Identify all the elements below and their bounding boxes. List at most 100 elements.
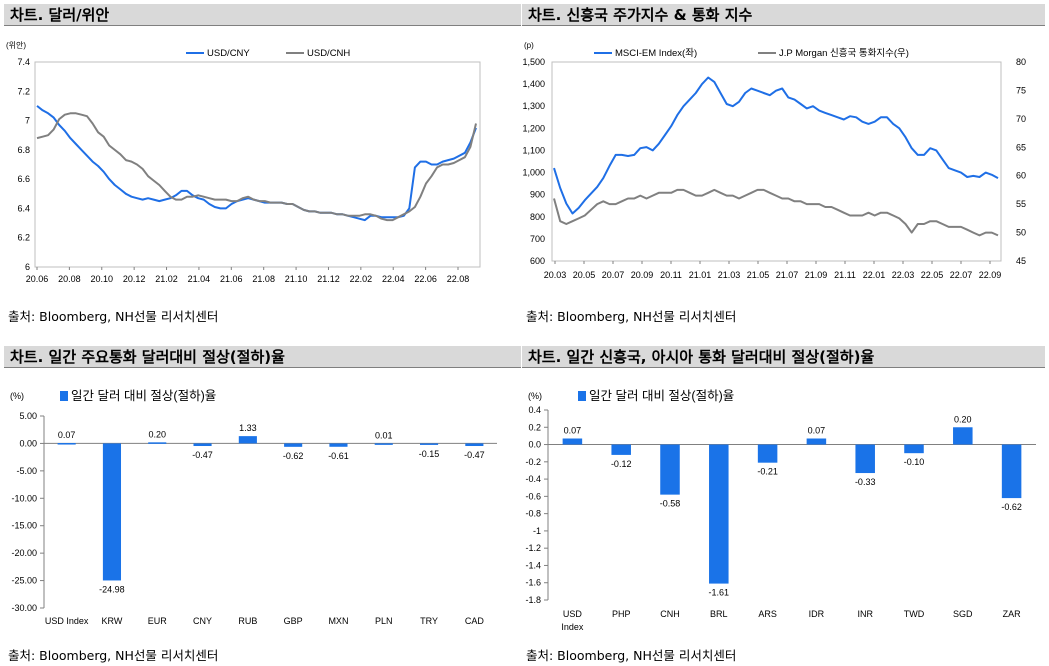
x-tick-label: 21.07 xyxy=(776,270,799,280)
y-axis-unit: (%) xyxy=(528,391,542,401)
data-label: -0.61 xyxy=(328,451,349,461)
bar-zar xyxy=(1001,444,1022,499)
data-label: -0.62 xyxy=(283,451,304,461)
bar-pln xyxy=(374,443,393,445)
x-tick-label: MXN xyxy=(328,616,348,626)
x-tick-label: CNY xyxy=(193,616,212,626)
y-tick-label-right: 70 xyxy=(1016,114,1026,124)
bar-php xyxy=(611,444,631,455)
x-tick-label: CAD xyxy=(465,616,485,626)
x-tick-label: CNH xyxy=(660,609,680,619)
panel-title: 차트. 일간 신흥국, 아시아 통화 달러대비 절상(절하)율 xyxy=(522,346,1045,368)
y-tick-label: -25.00 xyxy=(11,576,37,586)
y-tick-label: -0.8 xyxy=(525,509,541,519)
data-label: -0.62 xyxy=(1001,502,1022,512)
x-tick-label: USD Index xyxy=(45,616,89,626)
data-label: -0.15 xyxy=(419,449,440,459)
y-tick-label: -0.4 xyxy=(525,474,541,484)
y-tick-label: -1.8 xyxy=(525,595,541,605)
x-tick-label: EUR xyxy=(148,616,168,626)
y-tick-label-left: 1,300 xyxy=(522,101,545,111)
data-label: -0.58 xyxy=(660,499,681,509)
y-tick-label-left: 1,100 xyxy=(522,145,545,155)
chart-em-index: (p) 600 700 800 900 1,000 1,100 1,200 1,300 1,400… xyxy=(522,41,1026,280)
x-tick-label: ZAR xyxy=(1003,609,1022,619)
x-tick-label: 22.03 xyxy=(892,270,915,280)
data-label: 0.07 xyxy=(808,426,826,436)
x-tick-label: SGD xyxy=(953,609,973,619)
y-tick-label-right: 60 xyxy=(1016,171,1026,181)
legend-swatch xyxy=(578,391,586,401)
y-tick-label: 7 xyxy=(25,116,30,126)
x-tick-label: 21.02 xyxy=(155,274,178,284)
x-tick-label: PLN xyxy=(375,616,393,626)
y-tick-label: -10.00 xyxy=(11,493,37,503)
source-note: 출처: Bloomberg, NH선물 리서치센터 xyxy=(8,648,219,663)
panel-major-fx: 차트. 일간 주요통화 달러대비 절상(절하)율 (%) 일간 달러 대비 절상(… xyxy=(4,346,521,664)
data-label: -0.47 xyxy=(192,450,213,460)
bar-krw xyxy=(102,443,122,581)
bar-sgd xyxy=(953,427,973,445)
bar-ars xyxy=(757,444,778,463)
x-tick-label: 22.08 xyxy=(447,274,470,284)
bar-idr xyxy=(806,438,827,445)
x-tick-label: GBP xyxy=(284,616,303,626)
legend-label: 일간 달러 대비 절상(절하)율 xyxy=(589,389,734,403)
panel-asia-fx: 차트. 일간 신흥국, 아시아 통화 달러대비 절상(절하)율 (%) 일간 달러… xyxy=(522,346,1045,664)
bar-cad xyxy=(465,443,484,447)
data-label: 0.07 xyxy=(564,426,582,436)
y-tick-label: -0.2 xyxy=(525,457,541,467)
bar-mxn xyxy=(329,443,348,447)
y-tick-label: 0.0 xyxy=(528,440,541,450)
x-tick-label: 21.01 xyxy=(689,270,712,280)
x-tick-label: 20.03 xyxy=(544,270,567,280)
y-tick-label-right: 55 xyxy=(1016,199,1026,209)
series-line-jpm-em-currency-index xyxy=(553,188,999,237)
panel-em-index: 차트. 신흥국 주가지수 & 통화 지수 (p) 600 700 800 900 1,00… xyxy=(522,4,1045,329)
legend-label: USD/CNH xyxy=(307,48,350,59)
y-axis-unit: (p) xyxy=(524,41,534,50)
x-tick-label: 20.11 xyxy=(660,270,682,280)
bar-inr xyxy=(855,444,875,474)
source-note: 출처: Bloomberg, NH선물 리서치센터 xyxy=(8,309,219,324)
x-tick-label: 20.08 xyxy=(58,274,81,284)
legend-label: J.P Morgan 신흥국 통화지수(우) xyxy=(779,47,909,59)
x-tick-label: 21.10 xyxy=(285,274,308,284)
x-tick-label: 22.06 xyxy=(414,274,437,284)
bar-cny xyxy=(193,443,212,447)
bar-usd-index xyxy=(57,443,76,445)
panel-usd-cny: 차트. 달러/위안 (위안) 6 6.2 6.4 6.6 6.8 7 7.2 7.4 20.06 2… xyxy=(4,4,521,329)
y-tick-label-right: 80 xyxy=(1016,57,1026,67)
x-tick-label: 20.06 xyxy=(26,274,49,284)
x-tick-label: 22.02 xyxy=(350,274,373,284)
x-tick-label: 22.09 xyxy=(979,270,1002,280)
y-tick-label: -1 xyxy=(533,526,541,536)
data-label: 0.01 xyxy=(375,430,393,440)
panel-title: 차트. 신흥국 주가지수 & 통화 지수 xyxy=(522,4,1045,26)
y-tick-label: 0.4 xyxy=(528,405,541,415)
data-label: -1.61 xyxy=(709,588,730,598)
x-tick-label: 20.12 xyxy=(123,274,146,284)
chart-usd-cny: (위안) 6 6.2 6.4 6.6 6.8 7 7.2 7.4 20.06 20.08 20.10 2… xyxy=(6,40,481,284)
y-tick-label-left: 1,000 xyxy=(522,168,545,178)
x-tick-label: ARS xyxy=(758,609,777,619)
y-tick-label-left: 900 xyxy=(530,190,545,200)
x-tick-label: 21.06 xyxy=(220,274,243,284)
source-note: 출처: Bloomberg, NH선물 리서치센터 xyxy=(526,648,737,663)
series-line-usd-cnh xyxy=(36,112,477,222)
panel-title: 차트. 달러/위안 xyxy=(4,4,521,26)
y-tick-label: 0.00 xyxy=(19,438,37,448)
legend-label: USD/CNY xyxy=(207,48,250,59)
data-label: 0.20 xyxy=(148,429,166,439)
bar-try xyxy=(419,443,439,445)
y-tick-label: 7.4 xyxy=(17,57,30,67)
bar-brl xyxy=(709,444,729,584)
x-tick-label: 22.01 xyxy=(863,270,886,280)
chart-major-fx: (%) 일간 달러 대비 절상(절하)율 5.00 0.00 -5.00 -10.00 -1… xyxy=(10,389,497,626)
data-label: -0.10 xyxy=(904,457,925,467)
legend-swatch xyxy=(60,391,68,401)
x-tick-label: 20.07 xyxy=(602,270,625,280)
x-tick-label: 22.05 xyxy=(921,270,944,280)
x-tick-label: 21.09 xyxy=(805,270,828,280)
legend-label: 일간 달러 대비 절상(절하)율 xyxy=(71,389,216,403)
